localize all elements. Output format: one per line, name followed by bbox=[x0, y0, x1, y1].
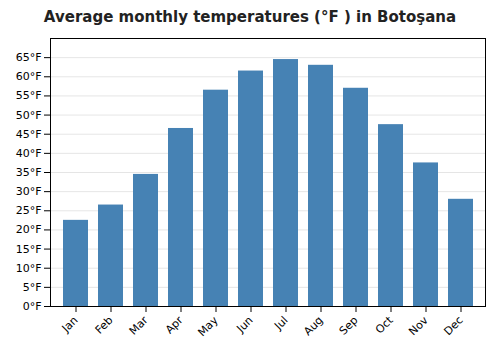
svg-text:10°F: 10°F bbox=[16, 262, 42, 275]
svg-text:Sep: Sep bbox=[337, 314, 361, 338]
svg-text:25°F: 25°F bbox=[16, 204, 42, 217]
svg-text:60°F: 60°F bbox=[16, 70, 42, 83]
svg-text:Jul: Jul bbox=[271, 314, 290, 333]
svg-text:Mar: Mar bbox=[127, 313, 151, 337]
svg-text:Apr: Apr bbox=[163, 313, 186, 336]
svg-text:40°F: 40°F bbox=[16, 147, 42, 160]
svg-text:35°F: 35°F bbox=[16, 166, 42, 179]
svg-text:15°F: 15°F bbox=[16, 243, 42, 256]
html-text:Average monthly temperatures (: Average monthly temperatures (°F ) in Bo… bbox=[43, 8, 457, 26]
svg-text:55°F: 55°F bbox=[16, 89, 42, 102]
svg-text:50°F: 50°F bbox=[16, 109, 42, 122]
svg-text:0°F: 0°F bbox=[23, 300, 42, 313]
svg-text:Jun: Jun bbox=[234, 314, 256, 336]
svg-text:Oct: Oct bbox=[373, 313, 396, 336]
svg-text:Jan: Jan bbox=[59, 314, 81, 336]
svg-text:5°F: 5°F bbox=[23, 281, 42, 294]
svg-text:May: May bbox=[195, 313, 221, 339]
svg-text:Dec: Dec bbox=[441, 314, 465, 338]
svg-text:Aug: Aug bbox=[301, 314, 325, 338]
svg-text:Feb: Feb bbox=[93, 314, 116, 337]
svg-text:30°F: 30°F bbox=[16, 185, 42, 198]
svg-text:45°F: 45°F bbox=[16, 128, 42, 141]
svg-text:65°F: 65°F bbox=[16, 51, 42, 64]
svg-text:20°F: 20°F bbox=[16, 223, 42, 236]
svg-text:Nov: Nov bbox=[406, 313, 431, 338]
